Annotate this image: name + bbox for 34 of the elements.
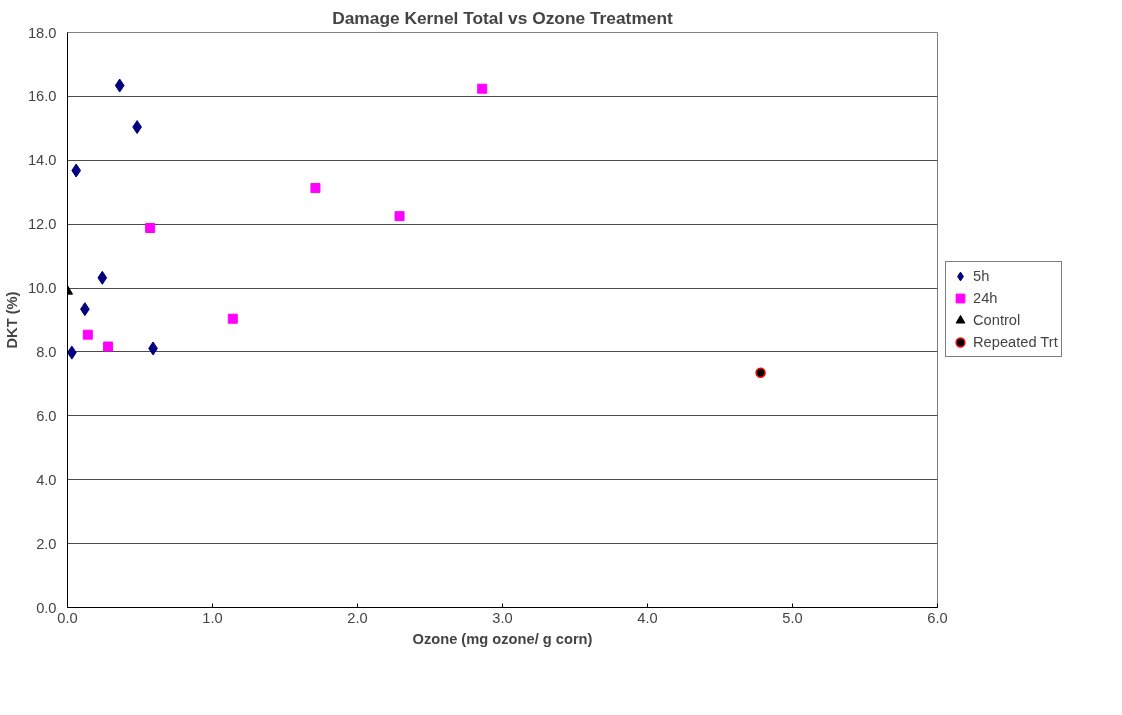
legend-label: Repeated Trt: [973, 334, 1058, 350]
y-axis-title: DKT (%): [3, 291, 20, 349]
legend-label: 24h: [973, 290, 998, 306]
point: [97, 270, 108, 285]
x-tick-label: 2.0: [347, 609, 368, 626]
point: [310, 183, 321, 194]
x-tick-label: 3.0: [492, 609, 513, 626]
legend-label: Control: [973, 312, 1021, 328]
x-tick-label: 1.0: [202, 609, 223, 626]
x-tick-label: 6.0: [927, 609, 948, 626]
point: [103, 341, 114, 352]
y-tick-label: 10.0: [27, 280, 57, 297]
chart-title: Damage Kernel Total vs Ozone Treatment: [332, 7, 674, 28]
y-tick-label: 14.0: [27, 152, 57, 169]
x-axis-title: Ozone (mg ozone/ g corn): [412, 630, 593, 647]
y-tick-label: 6.0: [36, 407, 57, 424]
y-tick-label: 12.0: [27, 216, 57, 233]
y-tick-label: 16.0: [27, 88, 57, 105]
y-tick-label: 8.0: [36, 343, 57, 360]
legend-label: 5h: [973, 268, 991, 284]
point: [755, 367, 766, 378]
point: [145, 223, 156, 233]
y-tick-label: 18.0: [27, 24, 57, 41]
point: [71, 163, 82, 178]
point: [227, 313, 238, 324]
point: [394, 211, 405, 222]
y-tick-label: 4.0: [36, 471, 57, 488]
x-tick-label: 0.0: [57, 609, 78, 626]
y-tick-label: 2.0: [36, 535, 57, 552]
point: [82, 329, 93, 340]
x-tick-label: 5.0: [782, 609, 803, 626]
point: [477, 83, 488, 94]
x-tick-label: 4.0: [637, 609, 658, 626]
point: [114, 78, 125, 93]
